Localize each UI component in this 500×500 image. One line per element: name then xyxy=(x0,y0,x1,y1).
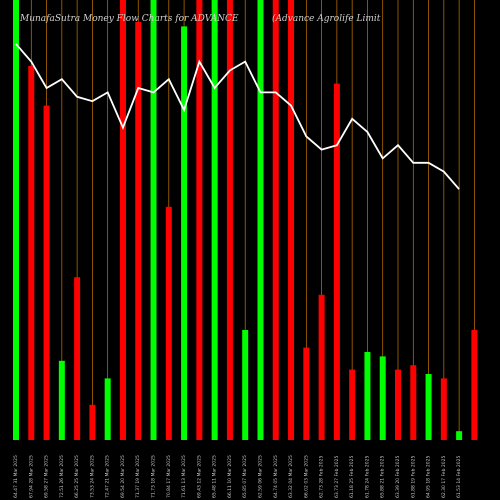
bar-up xyxy=(150,0,157,440)
x-tick-label: 61.78 24 Feb 2025 xyxy=(364,456,370,498)
bar-down xyxy=(165,206,172,440)
x-tick-label: 61.18 25 Feb 2025 xyxy=(349,456,355,498)
bar-up xyxy=(104,378,111,440)
chart-subtitle: (Advance Agrolife Limit xyxy=(272,13,381,24)
bar-down xyxy=(410,365,417,440)
bar-down xyxy=(74,277,81,440)
bar-up xyxy=(425,374,432,440)
x-tick-label: 66.25 25 Mar 2025 xyxy=(74,455,80,498)
bar-up xyxy=(211,0,218,440)
x-tick-label: 65.88 21 Feb 2025 xyxy=(380,456,386,498)
bar-down xyxy=(333,83,340,440)
x-tick-label: 67.94 28 Mar 2025 xyxy=(28,455,34,498)
x-tick-label: 64.95 18 Feb 2025 xyxy=(426,456,432,498)
price-line xyxy=(15,43,460,190)
bar-down xyxy=(272,0,279,440)
x-tick-label: 65.48 11 Mar 2025 xyxy=(212,455,218,498)
x-tick-label: 71.37 19 Mar 2025 xyxy=(135,455,141,498)
bar-up xyxy=(379,356,386,440)
x-tick-label: 73.53 24 Mar 2025 xyxy=(89,455,95,498)
bar-down xyxy=(89,404,96,440)
bar-down xyxy=(303,347,310,440)
x-tick-label: 62.30 17 Feb 2025 xyxy=(441,456,447,498)
x-tick-label: 62.73 28 Feb 2025 xyxy=(319,456,325,498)
bar-down xyxy=(43,105,50,440)
x-tick-label: 64.74 05 Mar 2025 xyxy=(273,455,279,498)
x-tick-label: 69.54 20 Mar 2025 xyxy=(120,455,126,498)
x-tick-label: 72.51 26 Mar 2025 xyxy=(59,455,65,498)
x-tick-labels: 64.47 31 Mar 2025 67.94 28 Mar 2025 69.58 … xyxy=(13,455,462,498)
bar-up xyxy=(58,360,65,440)
x-tick-label: 70.84 17 Mar 2025 xyxy=(166,455,172,498)
bar-down xyxy=(226,0,233,440)
x-tick-label: 61.53 14 Feb 2025 xyxy=(456,456,462,498)
bar-down xyxy=(135,22,142,440)
x-tick-label: 66.02 03 Mar 2025 xyxy=(303,455,309,498)
bar-down xyxy=(196,0,203,440)
x-tick-label: 72.47 21 Mar 2025 xyxy=(105,455,111,498)
bar-up xyxy=(257,0,264,440)
x-tick-label: 63.39 20 Feb 2025 xyxy=(395,456,401,498)
bar-up xyxy=(13,0,19,440)
bar-down xyxy=(318,294,325,440)
x-tick-label: 69.43 12 Mar 2025 xyxy=(196,455,202,498)
bar-down xyxy=(119,0,126,440)
x-tick-label: 65.85 07 Mar 2025 xyxy=(242,455,248,498)
chart-title: MunafaSutra Money Flow Charts for ADVANC… xyxy=(19,14,239,24)
x-tick-label: 66.11 10 Mar 2025 xyxy=(227,455,233,498)
x-tick-label: 71.73 18 Mar 2025 xyxy=(151,455,157,498)
x-tick-label: 61.88 19 Feb 2025 xyxy=(410,456,416,498)
x-tick-label: 63.73 27 Feb 2025 xyxy=(334,456,340,498)
x-tick-label: 64.47 31 Mar 2025 xyxy=(13,455,19,498)
bar-down xyxy=(395,369,401,440)
bar-down xyxy=(28,66,35,440)
x-tick-label: 69.58 27 Mar 2025 xyxy=(44,455,50,498)
bar-up xyxy=(181,26,188,441)
bar-down xyxy=(471,330,478,440)
bar-up xyxy=(364,352,371,440)
bar-up xyxy=(456,431,463,440)
x-tick-label: 62.59 06 Mar 2025 xyxy=(257,455,263,498)
bar-down xyxy=(440,378,447,440)
x-tick-label: 71.61 13 Mar 2025 xyxy=(181,455,187,498)
bar-down xyxy=(288,0,295,440)
x-tick-label: 63.32 04 Mar 2025 xyxy=(288,455,294,498)
money-flow-bars xyxy=(13,0,478,441)
bar-up xyxy=(242,330,249,440)
bar-down xyxy=(349,369,356,440)
